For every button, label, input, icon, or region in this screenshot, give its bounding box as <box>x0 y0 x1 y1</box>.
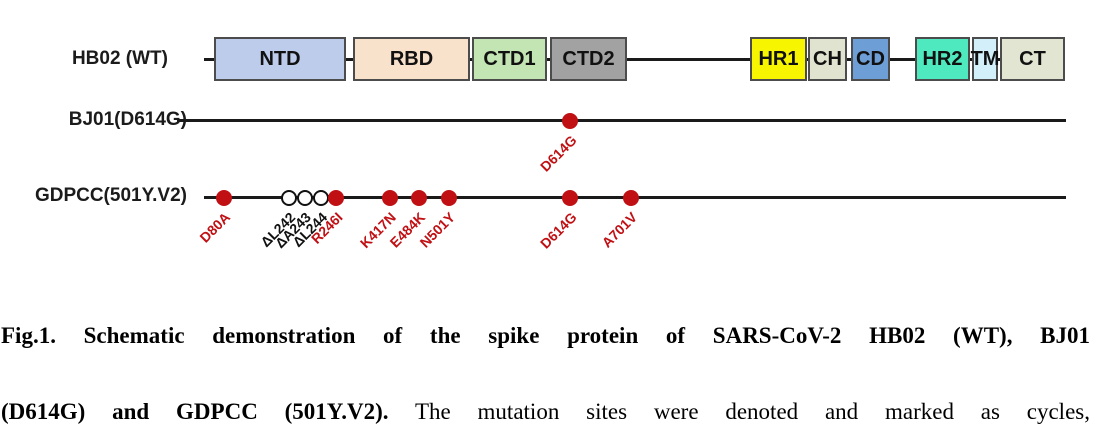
mutation-marker-gdpcc-n501y <box>441 189 457 206</box>
mutation-marker-gdpcc-k417n <box>382 189 398 206</box>
caption-line-2-bold: (D614G) and GDPCC (501Y.V2). <box>1 399 389 424</box>
mutation-marker-bj01-d614g <box>562 112 578 129</box>
backbone-line-hb02 <box>204 58 1065 61</box>
row-label-gdpcc: GDPCC(501Y.V2) <box>34 185 187 206</box>
domain-label-ctd2: CTD2 <box>562 47 615 70</box>
mutation-marker-gdpcc-r246i <box>328 189 344 206</box>
caption-line-2-regular: document.write('') The mutation sites we… <box>414 399 1090 424</box>
caption-line-1: Fig.1. Schematic demonstration of the sp… <box>1 323 1090 348</box>
domain-box-ntd: NTD <box>214 37 346 81</box>
mutation-label-gdpcc-d80a: D80A <box>196 208 234 246</box>
domain-box-ctd2: CTD2 <box>550 37 627 81</box>
domain-box-hr2: HR2 <box>915 37 970 81</box>
domain-box-rbd: RBD <box>353 37 470 81</box>
row-label-hb02: HB02 (WT) <box>71 48 168 69</box>
mutation-marker-gdpcc-d80a <box>216 189 232 206</box>
domain-label-cd: CD <box>856 47 885 70</box>
domain-label-tm: TM <box>970 47 1000 70</box>
domain-label-ntd: NTD <box>259 47 301 70</box>
domain-box-cd: CD <box>851 37 890 81</box>
domain-label-hr2: HR2 <box>922 47 963 70</box>
domain-box-hr1: HR1 <box>750 37 807 81</box>
mutation-marker-gdpcc-d614g <box>562 189 578 206</box>
domain-label-ch: CH <box>813 47 842 70</box>
mutation-marker-gdpcc-e484k <box>411 189 427 206</box>
mutation-marker-gdpcc-a701v <box>623 189 639 206</box>
domain-label-ctd1: CTD1 <box>483 47 536 70</box>
caption-line-2: (D614G) and GDPCC (501Y.V2). document.wr… <box>1 399 1090 425</box>
mutation-label-gdpcc-d614g: D614G <box>536 208 580 252</box>
domain-box-tm: TM <box>970 37 1000 81</box>
deletion-marker-gdpcc-del-l244 <box>313 189 329 206</box>
domain-label-rbd: RBD <box>389 47 434 70</box>
domain-label-ct: CT <box>1019 47 1046 70</box>
domain-label-hr1: HR1 <box>758 47 799 70</box>
row-label-bj01: BJ01(D614G) <box>68 109 187 130</box>
domain-box-ct: CT <box>1000 37 1065 81</box>
domain-box-ctd1: CTD1 <box>472 37 547 81</box>
domain-box-ch: CH <box>808 37 847 81</box>
mutation-label-gdpcc-a701v: A701V <box>598 208 641 251</box>
deletion-marker-gdpcc-del-l242 <box>281 189 297 206</box>
backbone-line-bj01 <box>178 119 1066 122</box>
mutation-label-bj01-d614g: D614G <box>536 131 580 175</box>
deletion-marker-gdpcc-del-a243 <box>297 189 313 206</box>
